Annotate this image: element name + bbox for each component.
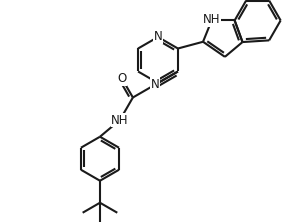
Text: NH: NH	[111, 113, 129, 127]
Text: N: N	[151, 78, 160, 91]
Text: N: N	[154, 30, 162, 44]
Text: NH: NH	[203, 13, 220, 26]
Text: O: O	[117, 72, 127, 85]
